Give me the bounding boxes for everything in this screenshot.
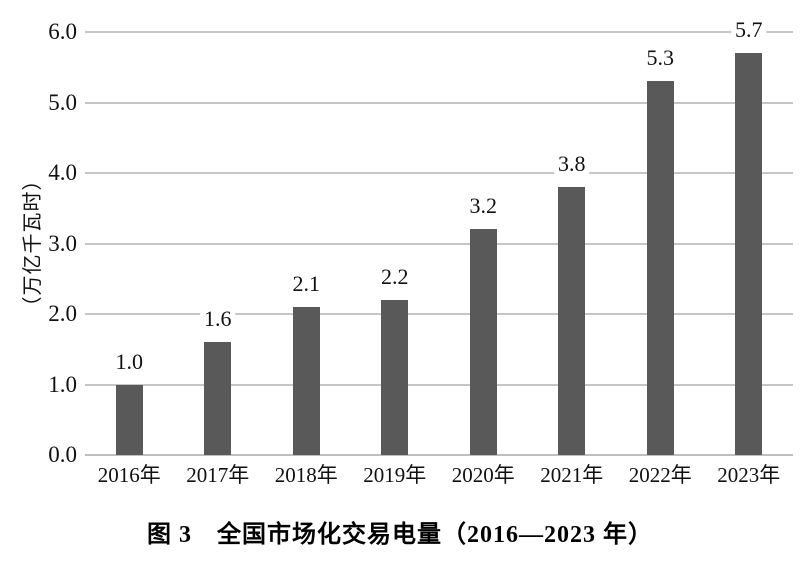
- bar-value-label: 3.8: [554, 151, 590, 178]
- bar: [646, 81, 674, 455]
- gridline: [85, 383, 793, 386]
- bar: [292, 306, 320, 455]
- bar-value-label: 1.0: [111, 348, 147, 375]
- y-tick-label: 2.0: [48, 301, 77, 326]
- bar-value-label: 5.7: [731, 17, 767, 44]
- bar-value-label: 3.2: [465, 193, 501, 220]
- x-tick-label: 2021年: [540, 463, 604, 487]
- y-tick-label: 4.0: [48, 160, 77, 185]
- x-tick-label: 2022年: [628, 463, 692, 487]
- x-tick-label: 2023年: [717, 463, 781, 487]
- chart-title: 图 3 全国市场化交易电量（2016—2023 年）: [147, 522, 653, 548]
- bar-value-label: 2.1: [288, 270, 324, 297]
- gridline: [85, 313, 793, 315]
- bar: [381, 299, 409, 455]
- bar: [735, 53, 763, 455]
- x-tick-label: 2018年: [274, 463, 338, 487]
- y-tick-label: 1.0: [48, 371, 77, 397]
- gridline: [85, 101, 793, 104]
- bar: [204, 342, 232, 455]
- gridline: [85, 172, 793, 174]
- gridline: [85, 242, 793, 245]
- y-tick-label: 6.0: [48, 19, 77, 44]
- x-tick-label: 2016年: [97, 463, 161, 487]
- x-tick-label: 2020年: [451, 463, 515, 487]
- x-tick-label: 2019年: [363, 463, 427, 487]
- bar-value-label: 5.3: [642, 45, 678, 72]
- y-tick-label: 5.0: [48, 89, 77, 115]
- x-axis-line: [85, 454, 793, 456]
- bar: [115, 384, 143, 455]
- bar: [469, 229, 497, 455]
- bar-value-label: 2.2: [377, 263, 413, 290]
- gridline: [85, 31, 793, 33]
- bar-value-label: 1.6: [200, 306, 236, 333]
- y-tick-label: 3.0: [48, 230, 77, 256]
- bar: [558, 187, 586, 455]
- x-tick-label: 2017年: [186, 463, 250, 487]
- y-tick-label: 0.0: [48, 442, 77, 467]
